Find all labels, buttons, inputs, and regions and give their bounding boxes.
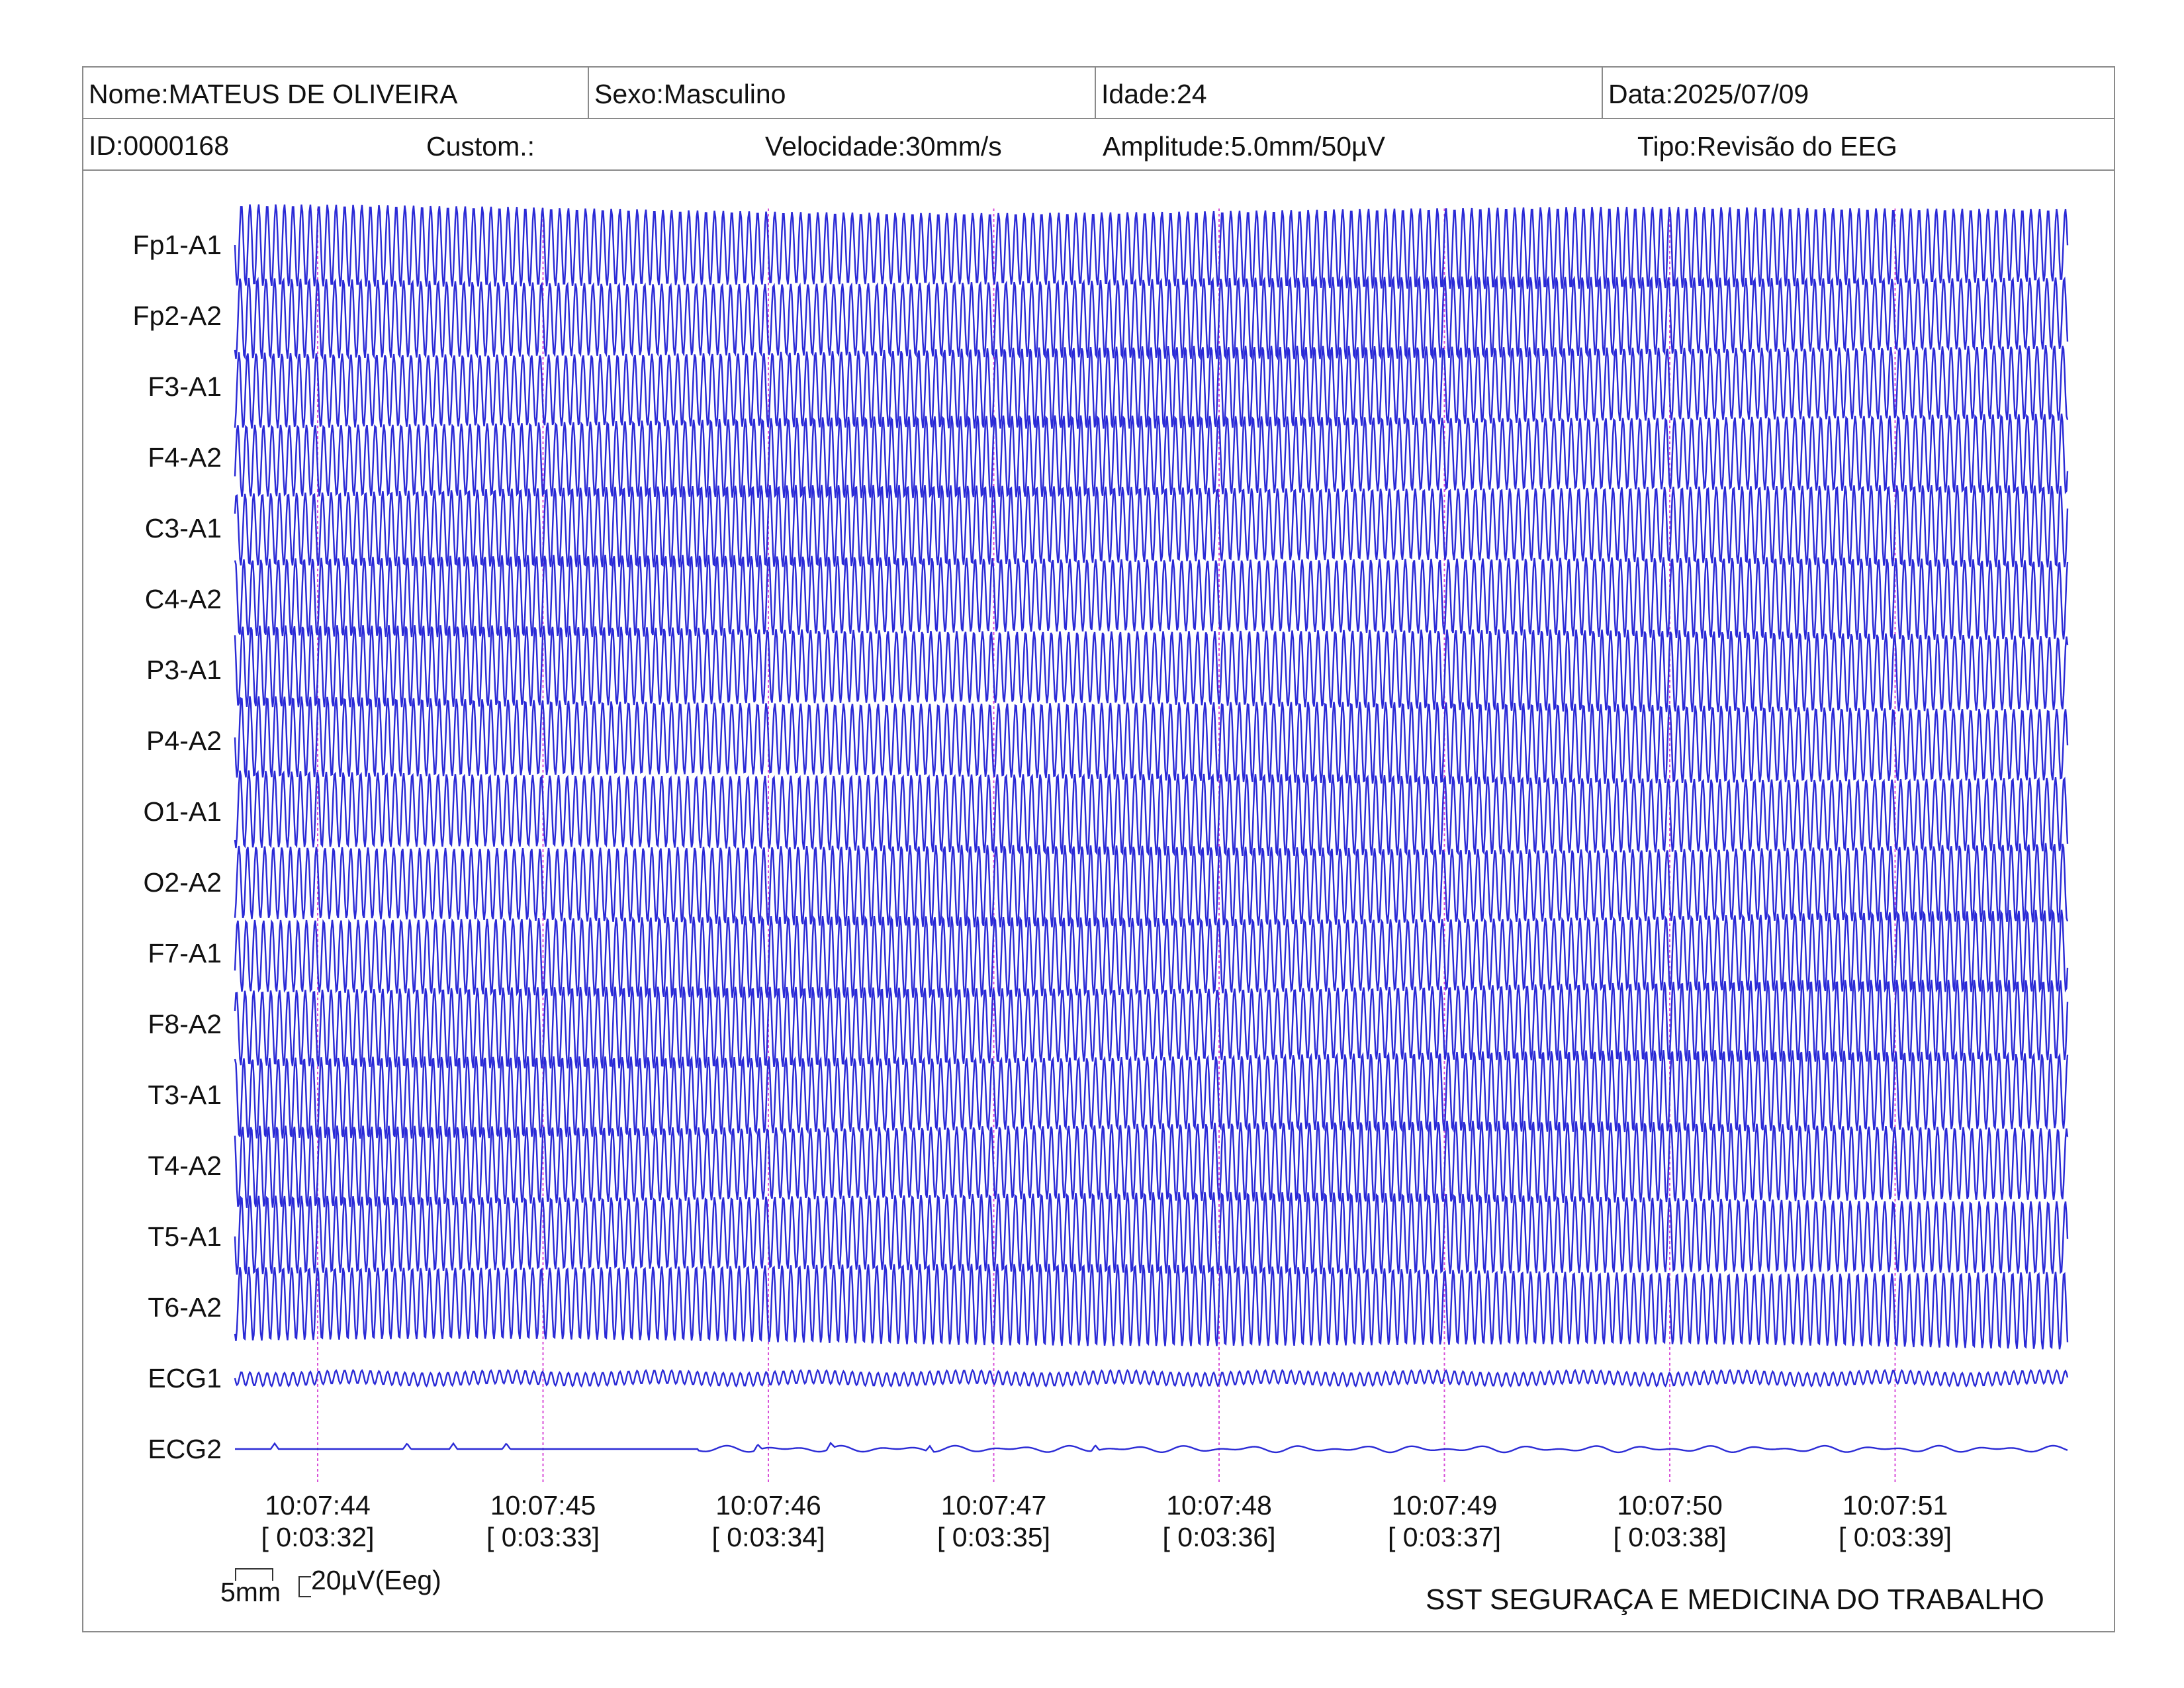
time-mark-clock: 10:07:45 [490,1490,596,1521]
trace-c4-a2 [234,554,2069,640]
channel-label-fp1-a1: Fp1-A1 [132,230,222,260]
channel-label-t4-a2: T4-A2 [148,1150,222,1181]
trace-o1-a1 [234,770,2069,857]
channel-label-f4-a2: F4-A2 [148,442,222,473]
time-mark-elapsed: [ 0:03:36] [1162,1522,1276,1552]
trace-f3-a1 [234,345,2069,429]
channel-label-p3-a1: P3-A1 [146,655,222,685]
review-type: Tipo:Revisão do EEG [1637,131,1897,162]
patient-id: ID:0000168 [89,130,230,161]
time-mark-elapsed: [ 0:03:33] [486,1522,600,1552]
channel-label-f7-a1: F7-A1 [148,938,222,968]
amplitude-setting: Amplitude:5.0mm/50µV [1103,131,1385,162]
channel-label-c3-a1: C3-A1 [144,513,222,543]
company-footer: SST SEGURAÇA E MEDICINA DO TRABALHO [1426,1583,2044,1616]
channel-label-ecg2: ECG2 [148,1434,222,1464]
trace-p3-a1 [234,625,2069,712]
time-mark-elapsed: [ 0:03:39] [1839,1522,1952,1552]
time-mark-clock: 10:07:49 [1391,1490,1498,1521]
channel-label-c4-a2: C4-A2 [144,584,222,614]
patient-sex: Sexo:Masculino [588,68,1095,118]
time-mark-elapsed: [ 0:03:37] [1388,1522,1501,1552]
time-mark-elapsed: [ 0:03:35] [937,1522,1050,1552]
patient-age: Idade:24 [1095,68,1602,118]
speed-setting: Velocidade:30mm/s [765,131,1002,162]
time-mark-clock: 10:07:47 [940,1490,1047,1521]
trace-f7-a1 [234,909,2069,1000]
channel-label-t6-a2: T6-A2 [148,1292,222,1323]
channel-label-o2-a2: O2-A2 [143,867,222,898]
channel-label-f8-a2: F8-A2 [148,1009,222,1039]
channel-label-ecg1: ECG1 [148,1363,222,1393]
trace-ecg2 [235,1441,2068,1454]
trace-f8-a2 [234,980,2069,1069]
time-mark-clock: 10:07:44 [265,1490,371,1521]
trace-f4-a2 [234,413,2069,498]
channel-label-o1-a1: O1-A1 [143,796,222,827]
trace-fp1-a1 [234,204,2069,289]
calibration-amplitude-bar [298,1576,311,1597]
time-mark-elapsed: [ 0:03:32] [261,1522,375,1552]
time-mark-clock: 10:07:51 [1842,1490,1948,1521]
calibration-time-bar [235,1568,273,1581]
channel-label-f3-a1: F3-A1 [148,371,222,402]
trace-fp2-a2 [234,275,2069,361]
channel-label-t5-a1: T5-A1 [148,1221,222,1252]
eeg-report-page: Nome:MATEUS DE OLIVEIRA Sexo:Masculino I… [82,66,2115,1632]
calibration-time-label: 5mm [220,1577,281,1607]
channel-label-t3-a1: T3-A1 [148,1080,222,1110]
time-mark-elapsed: [ 0:03:34] [711,1522,825,1552]
time-mark-clock: 10:07:48 [1166,1490,1272,1521]
trace-t4-a2 [234,1120,2069,1208]
time-mark-elapsed: [ 0:03:38] [1613,1522,1727,1552]
trace-ecg1 [234,1368,2069,1388]
channel-label-p4-a2: P4-A2 [146,726,222,756]
channel-label-fp2-a2: Fp2-A2 [132,301,222,331]
trace-t5-a1 [234,1192,2069,1275]
calibration-amplitude-label: 20µV(Eeg) [311,1565,441,1595]
time-mark-clock: 10:07:50 [1617,1490,1723,1521]
custom-field: Custom.: [426,131,535,162]
trace-t3-a1 [234,1050,2069,1139]
time-mark-clock: 10:07:46 [715,1490,821,1521]
patient-name: Nome:MATEUS DE OLIVEIRA [89,79,458,109]
trace-c3-a1 [234,485,2069,568]
trace-t6-a2 [234,1264,2069,1350]
header-row-patient: Nome:MATEUS DE OLIVEIRA Sexo:Masculino I… [83,68,2114,119]
exam-date: Data:2025/07/09 [1602,68,2114,118]
trace-p4-a2 [234,696,2069,784]
header-row-settings: ID:0000168 Custom.: Velocidade:30mm/s Am… [83,119,2114,171]
trace-o2-a2 [234,843,2069,927]
